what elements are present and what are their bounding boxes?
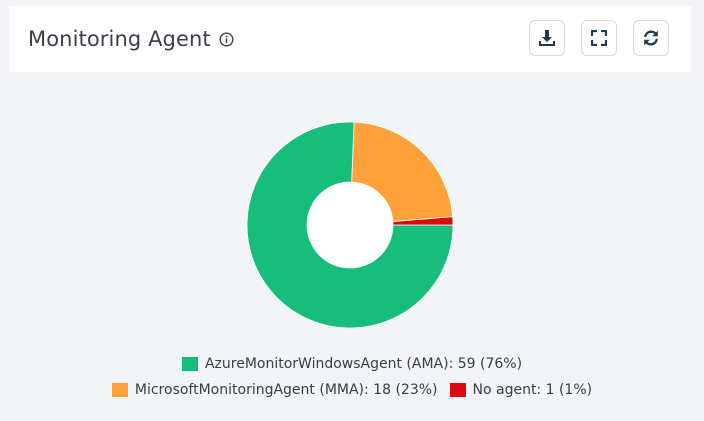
legend-swatch	[111, 383, 128, 397]
legend-item-mma[interactable]: MicrosoftMonitoringAgent (MMA): 18 (23%)	[111, 382, 438, 398]
donut-hole	[307, 182, 393, 268]
refresh-icon	[642, 29, 660, 47]
legend-swatch	[181, 357, 198, 371]
legend-swatch	[449, 383, 466, 397]
refresh-button[interactable]	[633, 20, 669, 56]
legend-row: MicrosoftMonitoringAgent (MMA): 18 (23%)…	[0, 382, 704, 398]
download-button[interactable]	[529, 20, 565, 56]
widget-header: Monitoring Agent	[9, 6, 691, 72]
title-wrap: Monitoring Agent	[28, 24, 234, 54]
legend-label: AzureMonitorWindowsAgent (AMA): 59 (76%)	[204, 356, 523, 372]
info-circle-icon[interactable]	[219, 31, 234, 47]
legend-row: AzureMonitorWindowsAgent (AMA): 59 (76%)	[0, 356, 704, 372]
slice-ama[interactable]	[246, 121, 454, 329]
expand-icon	[591, 30, 607, 46]
download-icon	[538, 29, 556, 47]
donut-chart	[246, 121, 454, 329]
legend-label: MicrosoftMonitoringAgent (MMA): 18 (23%)	[134, 382, 438, 398]
chart-area: AzureMonitorWindowsAgent (AMA): 59 (76%)…	[0, 72, 704, 421]
legend-item-no-agent[interactable]: No agent: 1 (1%)	[449, 382, 593, 398]
legend-item-ama[interactable]: AzureMonitorWindowsAgent (AMA): 59 (76%)	[181, 356, 523, 372]
legend-label: No agent: 1 (1%)	[472, 382, 593, 398]
widget-title: Monitoring Agent	[28, 27, 211, 51]
slice-mma[interactable]	[351, 121, 454, 222]
fullscreen-button[interactable]	[581, 20, 617, 56]
